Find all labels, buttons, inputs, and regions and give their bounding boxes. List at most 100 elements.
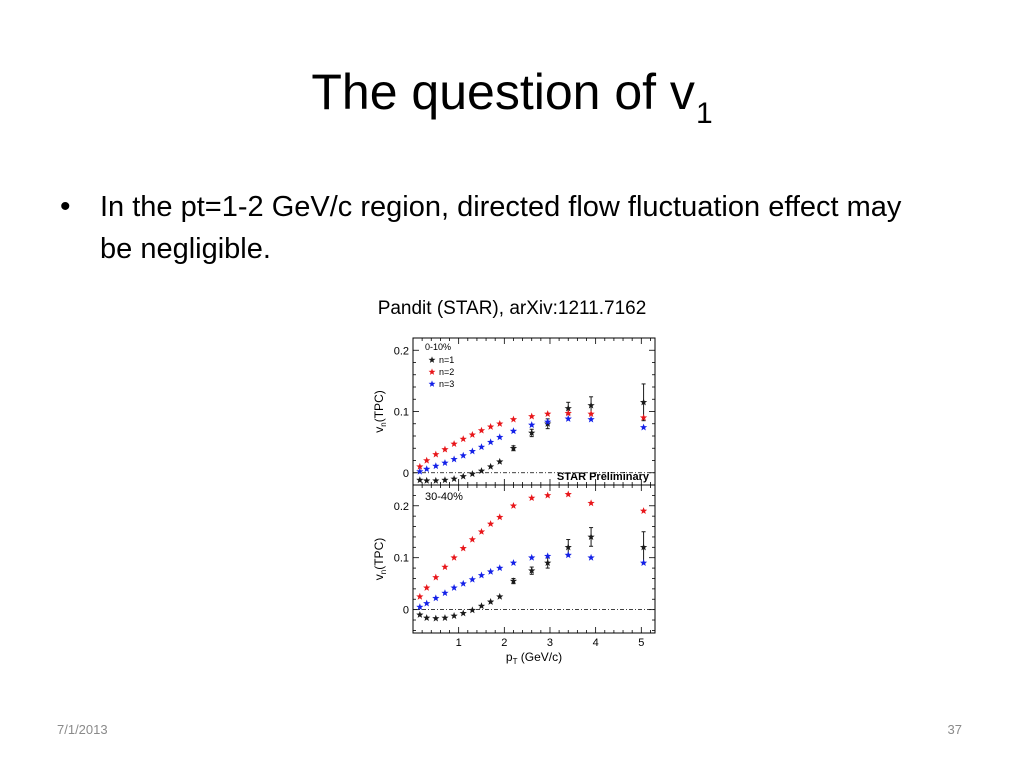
data-point-n1 bbox=[639, 398, 648, 406]
data-point-n2 bbox=[459, 435, 467, 443]
data-point-n2 bbox=[432, 573, 440, 581]
data-point-n1 bbox=[528, 429, 536, 437]
slide-title-main: The question of v bbox=[311, 64, 695, 120]
footer-date: 7/1/2013 bbox=[57, 722, 108, 737]
legend-marker-n3 bbox=[428, 380, 436, 387]
data-point-n2 bbox=[477, 527, 486, 535]
data-point-n3 bbox=[496, 433, 504, 441]
data-point-n1 bbox=[441, 614, 449, 622]
data-point-n1 bbox=[468, 470, 476, 478]
data-point-n3 bbox=[509, 427, 518, 435]
data-point-n2 bbox=[544, 410, 552, 418]
plot-frame bbox=[412, 484, 656, 634]
data-point-n3 bbox=[564, 415, 572, 422]
data-point-n1 bbox=[487, 598, 495, 605]
data-point-n2 bbox=[509, 415, 518, 423]
data-point-n1 bbox=[432, 476, 440, 484]
legend-label-n3: n=3 bbox=[439, 379, 454, 389]
data-point-n1 bbox=[468, 606, 476, 614]
data-point-n1 bbox=[416, 611, 424, 618]
data-point-n2 bbox=[441, 445, 449, 453]
data-point-n1 bbox=[416, 476, 424, 484]
data-point-n2 bbox=[477, 426, 486, 434]
data-point-n3 bbox=[487, 567, 495, 575]
legend-marker-n2 bbox=[428, 368, 436, 375]
footer-page-number: 37 bbox=[947, 722, 962, 737]
data-point-n2 bbox=[509, 501, 518, 509]
data-point-n1 bbox=[459, 472, 467, 480]
data-point-n1 bbox=[509, 444, 518, 452]
data-point-n1 bbox=[441, 476, 449, 484]
data-point-n3 bbox=[477, 571, 486, 579]
data-point-n3 bbox=[416, 603, 424, 611]
x-tick-label: 3 bbox=[547, 637, 553, 649]
data-point-n3 bbox=[477, 443, 486, 451]
data-point-n3 bbox=[564, 551, 572, 559]
chart-panel-1: 0 0.1 0.2 vn(TPC) 0-10% STAR Preliminary n=1 n=… bbox=[372, 337, 656, 486]
x-axis-label: pT (GeV/c) bbox=[506, 650, 562, 666]
data-point-n1 bbox=[423, 614, 431, 622]
data-point-n3 bbox=[587, 415, 595, 423]
slide-title: The question of v1 bbox=[0, 62, 1024, 132]
data-point-n3 bbox=[441, 589, 449, 597]
data-point-n2 bbox=[468, 430, 476, 438]
data-point-n3 bbox=[459, 451, 467, 459]
data-point-n1 bbox=[509, 577, 518, 585]
y-tick-label: 0.2 bbox=[394, 501, 409, 513]
y-tick-label: 0.2 bbox=[394, 345, 409, 357]
data-point-n3 bbox=[528, 421, 536, 429]
data-point-n2 bbox=[450, 553, 458, 561]
data-point-n1 bbox=[587, 401, 595, 409]
data-point-n1 bbox=[432, 614, 440, 622]
data-point-n1 bbox=[544, 559, 552, 566]
data-point-n3 bbox=[639, 559, 648, 566]
data-point-n1 bbox=[639, 543, 648, 551]
data-point-n2 bbox=[416, 462, 424, 470]
data-point-n2 bbox=[450, 440, 458, 448]
data-point-n2 bbox=[496, 513, 504, 521]
data-point-n1 bbox=[477, 602, 486, 610]
data-point-n2 bbox=[587, 499, 595, 507]
x-tick-label: 1 bbox=[456, 637, 462, 649]
y-axis-label: vn(TPC) bbox=[372, 538, 388, 580]
y-tick-label: 0.1 bbox=[394, 407, 409, 419]
data-point-n2 bbox=[459, 544, 467, 552]
data-point-n3 bbox=[450, 455, 458, 463]
data-point-n3 bbox=[544, 418, 552, 425]
centrality-label: 0-10% bbox=[425, 342, 451, 352]
data-point-n3 bbox=[423, 465, 431, 473]
data-point-n2 bbox=[564, 490, 572, 498]
x-tick-label: 2 bbox=[501, 637, 507, 649]
data-point-n1 bbox=[587, 533, 595, 540]
data-point-n2 bbox=[496, 419, 504, 427]
data-point-n3 bbox=[450, 584, 458, 591]
x-tick-label: 4 bbox=[593, 637, 599, 649]
data-point-n1 bbox=[487, 462, 495, 470]
legend-marker-n1 bbox=[428, 356, 436, 363]
data-point-n2 bbox=[544, 491, 552, 499]
data-point-n1 bbox=[564, 543, 572, 551]
data-point-n2 bbox=[423, 456, 431, 464]
bullet-text: In the pt=1-2 GeV/c region, directed flo… bbox=[100, 191, 902, 265]
centrality-label: 30-40% bbox=[425, 491, 463, 503]
data-point-n3 bbox=[544, 552, 552, 560]
data-point-n3 bbox=[432, 462, 440, 470]
data-point-n3 bbox=[416, 467, 424, 475]
data-point-n3 bbox=[423, 599, 431, 607]
data-point-n3 bbox=[496, 564, 504, 572]
data-point-n3 bbox=[509, 559, 518, 566]
data-point-n2 bbox=[587, 410, 595, 418]
data-point-n2 bbox=[468, 535, 476, 543]
data-point-n3 bbox=[587, 553, 595, 561]
data-point-n3 bbox=[468, 447, 476, 455]
data-point-n2 bbox=[639, 413, 648, 421]
y-tick-label: 0.1 bbox=[394, 553, 409, 565]
star-preliminary-label: STAR Preliminary bbox=[557, 471, 650, 483]
data-point-n1 bbox=[477, 467, 486, 474]
data-point-n1 bbox=[459, 609, 467, 617]
data-point-n1 bbox=[564, 404, 572, 412]
data-point-n2 bbox=[441, 563, 449, 571]
data-point-n1 bbox=[496, 592, 504, 600]
vn-tpc-figure: 0 0.1 0.2 vn(TPC) 0-10% STAR Preliminary n=1 n=… bbox=[372, 337, 656, 666]
data-point-n2 bbox=[432, 450, 440, 458]
